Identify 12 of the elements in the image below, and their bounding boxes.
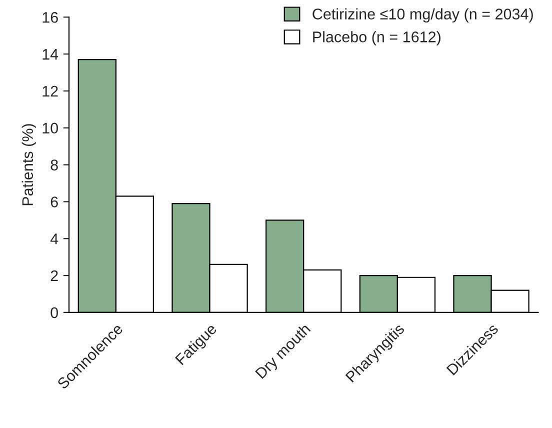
y-tick-label: 4: [50, 234, 58, 244]
y-tick-label: 14: [42, 49, 58, 60]
y-tick-label: 12: [42, 86, 58, 96]
y-tick-label: 10: [42, 122, 58, 134]
legend-label: Cetirizine ≤10 mg/day (n = 2034): [312, 8, 533, 22]
y-tick-label: 0: [50, 307, 58, 318]
y-tick-label: 6: [50, 196, 58, 208]
y-axis-title: Patients (%): [22, 124, 36, 206]
y-tick-label: 8: [50, 160, 58, 170]
legend-label: Placebo (n = 1612): [313, 31, 440, 46]
y-tick-label: 16: [42, 12, 58, 23]
y-tick-label: 2: [50, 270, 58, 282]
